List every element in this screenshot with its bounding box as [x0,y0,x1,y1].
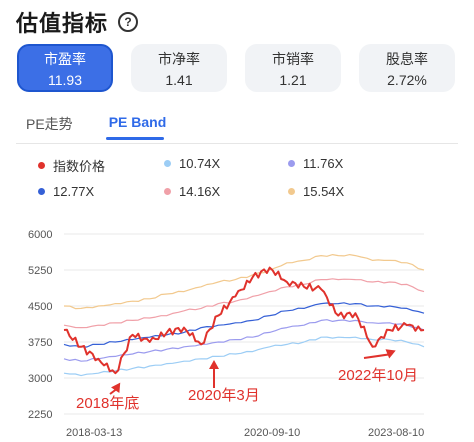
legend-item[interactable]: 10.74X [164,156,220,171]
card-pb[interactable]: 市净率 1.41 [131,44,227,92]
legend-item[interactable]: 指数价格 [38,156,105,175]
x-tick-label: 2020-09-10 [244,427,300,439]
x-tick-label: 2018-03-13 [66,427,122,439]
card-dividend-yield[interactable]: 股息率 2.72% [359,44,455,92]
x-tick-label: 2023-08-10 [368,427,424,439]
card-value: 11.93 [48,71,82,88]
annotation-arrow-head [111,382,121,393]
active-tab-indicator [106,137,164,140]
header: 估值指标 ? [16,6,139,38]
annotation-label: 2018年底 [76,395,139,412]
legend-dot [164,160,171,167]
legend-dot [38,188,45,195]
legend-label: 指数价格 [53,159,106,174]
pe-band-chart[interactable]: 2250 3000 3750 4500 5250 6000 2018-03-13 2020-0… [0,220,474,442]
legend-item[interactable]: 14.16X [164,184,220,199]
legend-label: 10.74X [179,156,221,171]
card-label: 市销率 [272,50,314,67]
y-tick-label: 5250 [28,265,52,277]
page-title: 估值指标 [16,11,109,36]
y-tick-label: 4500 [28,301,52,313]
y-tick-label: 2250 [28,409,52,421]
tab-pe-trend[interactable]: PE走势 [26,116,73,132]
card-value: 1.21 [279,71,307,88]
card-pe[interactable]: 市盈率 11.93 [17,44,113,92]
legend-label: 12.77X [53,184,95,199]
legend-dot [164,188,171,195]
legend-dot [38,162,45,169]
divider [16,143,458,144]
legend-label: 11.76X [303,156,344,171]
annotation-label: 2020年3月 [188,387,260,404]
legend-dot [288,188,295,195]
help-icon[interactable]: ? [118,12,139,32]
view-tabs: PE走势 PE Band [26,114,202,134]
pe-band-line [63,336,425,377]
metric-cards: 市盈率 11.93 市净率 1.41 市销率 1.21 股息率 2.72% [17,44,455,92]
legend-label: 15.54X [303,184,345,199]
card-value: 1.41 [165,71,193,88]
annotation-arrow-shaft [363,353,393,359]
legend-item[interactable]: 15.54X [288,184,344,199]
pe-band-line [63,278,425,329]
legend-item[interactable]: 12.77X [38,184,94,199]
card-label: 市盈率 [44,50,86,67]
annotation-arrow-head [209,360,219,369]
y-tick-label: 3000 [28,373,52,385]
card-label: 市净率 [158,50,200,67]
pe-band-line [63,302,425,348]
index-price-line [63,266,425,375]
pe-band-line [63,254,425,310]
legend-item[interactable]: 11.76X [288,156,343,171]
pe-band-line [63,319,425,362]
y-tick-label: 3750 [28,337,52,349]
tab-pe-band[interactable]: PE Band [108,114,167,130]
card-label: 股息率 [386,50,428,67]
card-ps[interactable]: 市销率 1.21 [245,44,341,92]
card-value: 2.72% [387,71,427,88]
legend-dot [288,160,295,167]
annotation-arrow-head [385,349,396,359]
y-tick-label: 6000 [28,229,52,241]
annotation-label: 2022年10月 [338,367,418,384]
legend-label: 14.16X [179,184,221,199]
